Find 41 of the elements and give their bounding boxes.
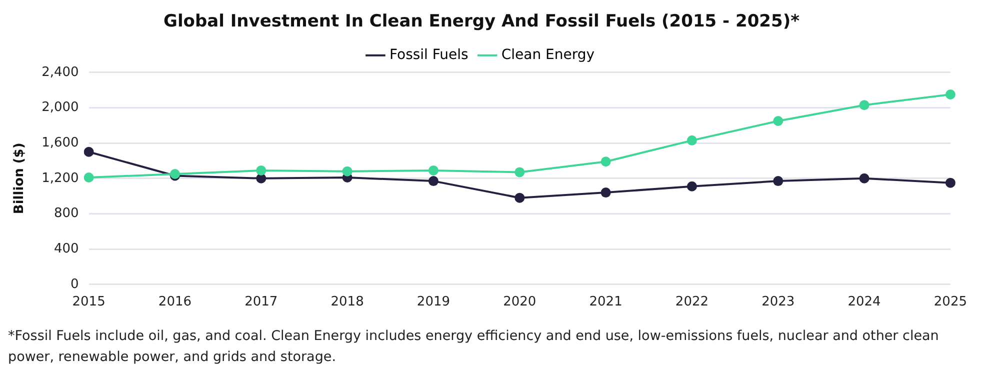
x-tick-label: 2019 — [416, 294, 450, 310]
x-tick-label: 2024 — [848, 294, 881, 310]
y-tick-label: 1,200 — [42, 170, 79, 186]
point — [686, 181, 697, 192]
point — [773, 116, 784, 126]
x-tick-label: 2025 — [934, 294, 968, 310]
point — [514, 167, 525, 178]
y-axis-title: Billion ($) — [12, 142, 28, 214]
x-tick-label: 2015 — [72, 294, 106, 310]
point — [859, 173, 870, 184]
point — [428, 176, 438, 186]
point — [945, 178, 956, 188]
point — [514, 192, 525, 203]
chart-title: Global Investment In Clean Energy And Fossil Fuels (2015 - 2025)* — [164, 12, 800, 32]
x-tick-label: 2016 — [158, 294, 192, 310]
x-tick-label: 2021 — [589, 294, 622, 310]
point — [600, 156, 611, 167]
point — [256, 165, 266, 176]
point — [84, 146, 94, 157]
legend-label: Fossil Fuels — [389, 47, 468, 64]
point — [859, 100, 870, 110]
legend-label: Clean Energy — [501, 47, 595, 64]
y-tick-label: 2,000 — [42, 100, 79, 116]
point — [84, 172, 94, 183]
point — [428, 165, 438, 176]
point — [342, 166, 352, 176]
point — [945, 89, 956, 100]
y-tick-label: 800 — [54, 206, 79, 222]
y-tick-label: 2,400 — [42, 64, 79, 80]
point — [686, 135, 697, 146]
x-tick-label: 2017 — [244, 294, 278, 310]
x-tick-label: 2023 — [762, 294, 795, 310]
point — [773, 176, 784, 186]
point — [600, 188, 611, 198]
x-tick-label: 2020 — [503, 294, 536, 310]
x-tick-label: 2022 — [675, 294, 709, 310]
x-tick-label: 2018 — [330, 294, 364, 310]
y-tick-label: 400 — [54, 241, 79, 256]
text: *Fossil Fuels include oil, gas, and coal. Clean Energy includes energy efficiency and end use, low-emissions fuels, nuclear and other clean power, renewable power, and grids and storage. — [8, 327, 940, 367]
y-tick-label: 0 — [70, 276, 79, 292]
y-tick-label: 1,600 — [42, 135, 79, 150]
